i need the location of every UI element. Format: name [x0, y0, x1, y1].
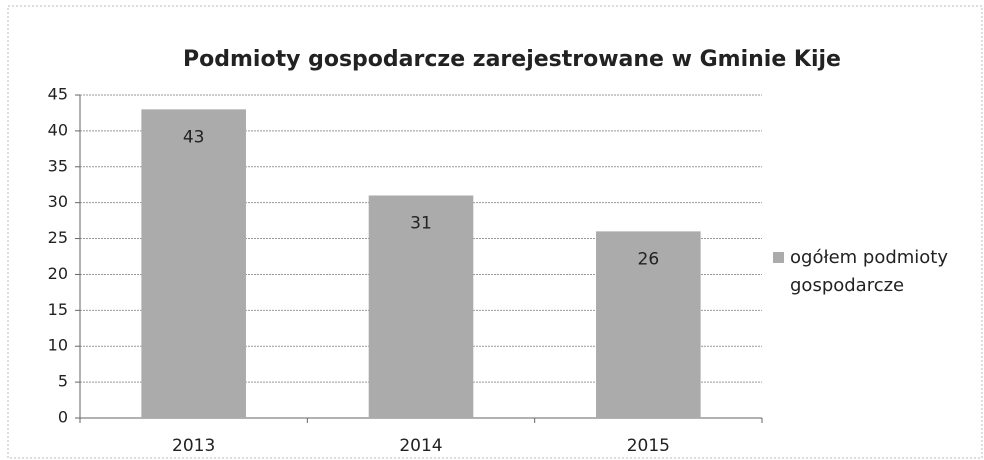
bar [141, 109, 246, 418]
data-label: 43 [183, 127, 205, 147]
chart-frame [7, 5, 983, 459]
x-tick-label: 2014 [399, 436, 442, 456]
y-tick-label: 20 [48, 264, 68, 283]
chart-title: Podmioty gospodarcze zarejestrowane w Gm… [183, 47, 841, 72]
y-tick-label: 25 [48, 228, 68, 247]
y-tick-label: 30 [48, 192, 68, 211]
data-label: 26 [638, 249, 660, 269]
y-tick-label: 0 [58, 408, 68, 427]
data-label: 31 [410, 213, 432, 233]
bar [368, 195, 474, 418]
y-tick-label: 10 [48, 336, 68, 355]
legend-marker [773, 252, 784, 263]
y-tick-label: 35 [48, 156, 68, 175]
legend-label: ogółem podmioty gospodarcze [790, 247, 949, 296]
y-tick-label: 40 [48, 120, 68, 139]
bar [596, 231, 701, 418]
y-tick-label: 5 [58, 372, 68, 391]
y-tick-label: 45 [48, 85, 68, 104]
x-tick-label: 2015 [627, 436, 670, 456]
x-tick-label: 2013 [172, 436, 215, 456]
y-tick-label: 15 [48, 300, 68, 319]
